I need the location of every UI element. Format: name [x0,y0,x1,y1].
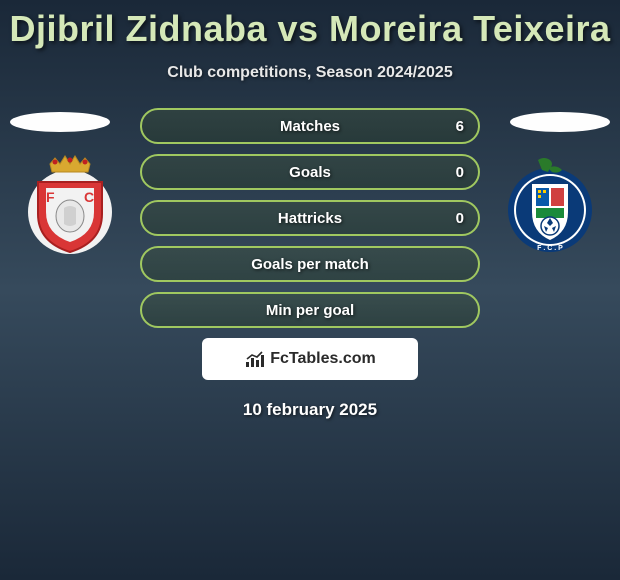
stat-row-goals: Goals 0 [140,154,480,190]
club-badge-right: F . C . P [500,154,600,254]
svg-text:C: C [84,189,94,205]
comparison-title: Djibril Zidnaba vs Moreira Teixeira [0,0,620,50]
stat-row-min-per-goal: Min per goal [140,292,480,328]
svg-text:F: F [46,189,55,205]
stat-label: Hattricks [278,210,342,227]
svg-text:F . C . P: F . C . P [537,245,563,252]
brand-attribution[interactable]: FcTables.com [202,338,418,380]
stat-value-right: 0 [456,210,464,227]
stat-row-goals-per-match: Goals per match [140,246,480,282]
stat-row-matches: Matches 6 [140,108,480,144]
penafiel-crest-icon: F C [20,154,120,254]
player-avatar-left [10,112,110,132]
competition-subtitle: Club competitions, Season 2024/2025 [0,64,620,82]
stat-label: Min per goal [266,302,354,319]
porto-crest-icon: F . C . P [500,154,600,254]
player-avatar-right [510,112,610,132]
stat-value-right: 0 [456,164,464,181]
stats-list: Matches 6 Goals 0 Hattricks 0 Goals per … [140,108,480,328]
club-badge-left: F C [20,154,120,254]
stat-row-hattricks: Hattricks 0 [140,200,480,236]
stat-label: Matches [280,118,340,135]
chart-icon [244,350,266,368]
stat-label: Goals [289,164,331,181]
brand-text: FcTables.com [270,350,376,368]
stat-value-right: 6 [456,118,464,135]
comparison-content: F C F . C . P M [0,108,620,420]
stat-label: Goals per match [251,256,369,273]
snapshot-date: 10 february 2025 [0,400,620,420]
